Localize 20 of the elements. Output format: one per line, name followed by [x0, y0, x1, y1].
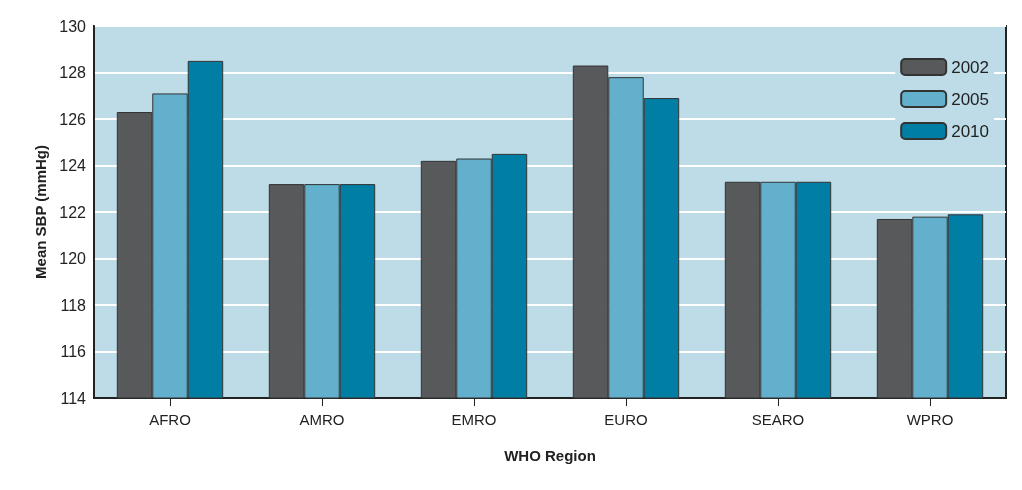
y-tick-label: 122: [59, 203, 87, 221]
y-axis-title: Mean SBP (mmHg): [32, 145, 50, 279]
y-tick-label: 130: [59, 17, 87, 35]
x-tick-label: SEARO: [751, 411, 805, 428]
x-tick-label: AFRO: [149, 411, 191, 428]
y-tick-label: 116: [60, 343, 87, 360]
legend-label: 2010: [951, 121, 990, 141]
y-tick-label: 120: [59, 250, 87, 267]
x-tick-label: EURO: [604, 411, 648, 428]
y-tick-label: 114: [60, 389, 87, 407]
legend-label: 2005: [951, 89, 990, 109]
x-tick-label: WPRO: [906, 411, 954, 428]
y-tick-label: 124: [59, 157, 87, 174]
y-tick-label: 118: [60, 296, 87, 314]
x-axis-title: WHO Region: [504, 447, 596, 464]
x-tick-label: EMRO: [451, 411, 497, 428]
y-tick-label: 126: [59, 110, 87, 128]
y-tick-label: 128: [59, 64, 87, 81]
x-tick-label: AMRO: [299, 411, 345, 428]
legend-label: 2002: [951, 57, 990, 77]
